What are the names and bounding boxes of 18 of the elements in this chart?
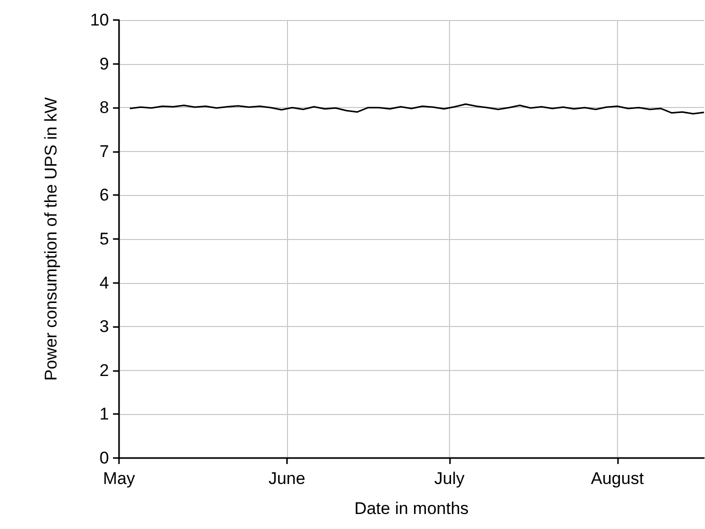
x-tick-label: June bbox=[268, 469, 306, 488]
y-tick-label: 1 bbox=[100, 404, 109, 424]
y-tick-label: 0 bbox=[100, 448, 109, 468]
y-tick-label: 3 bbox=[100, 317, 109, 336]
y-tick-label: 4 bbox=[100, 273, 109, 292]
x-tick-label: August bbox=[590, 469, 644, 488]
x-tick-label: July bbox=[434, 469, 466, 488]
y-axis-title: Power consumption of the UPS in kW bbox=[42, 97, 60, 381]
y-tick-label: 10 bbox=[90, 10, 109, 30]
x-tick-label: May bbox=[102, 469, 136, 488]
y-tick-label: 9 bbox=[100, 54, 109, 74]
y-tick-label: 8 bbox=[100, 98, 109, 118]
x-axis-title: Date in months bbox=[354, 499, 469, 518]
y-tick-label: 6 bbox=[100, 186, 109, 205]
y-tick-label: 7 bbox=[100, 142, 109, 161]
y-tick-label: 5 bbox=[100, 230, 109, 248]
line-series bbox=[129, 103, 705, 114]
y-tick-label: 2 bbox=[100, 360, 109, 380]
